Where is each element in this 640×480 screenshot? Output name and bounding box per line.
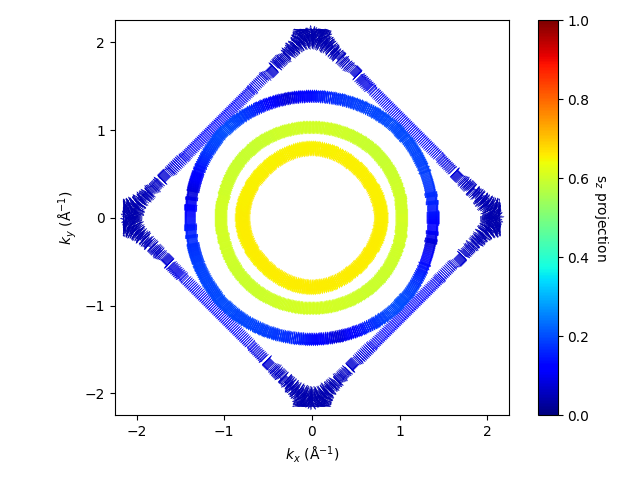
X-axis label: $k_x$ (Å$^{-1}$): $k_x$ (Å$^{-1}$) <box>285 444 339 465</box>
Y-axis label: s$_z$ projection: s$_z$ projection <box>593 174 611 262</box>
Y-axis label: $k_y$ (Å$^{-1}$): $k_y$ (Å$^{-1}$) <box>56 191 79 245</box>
